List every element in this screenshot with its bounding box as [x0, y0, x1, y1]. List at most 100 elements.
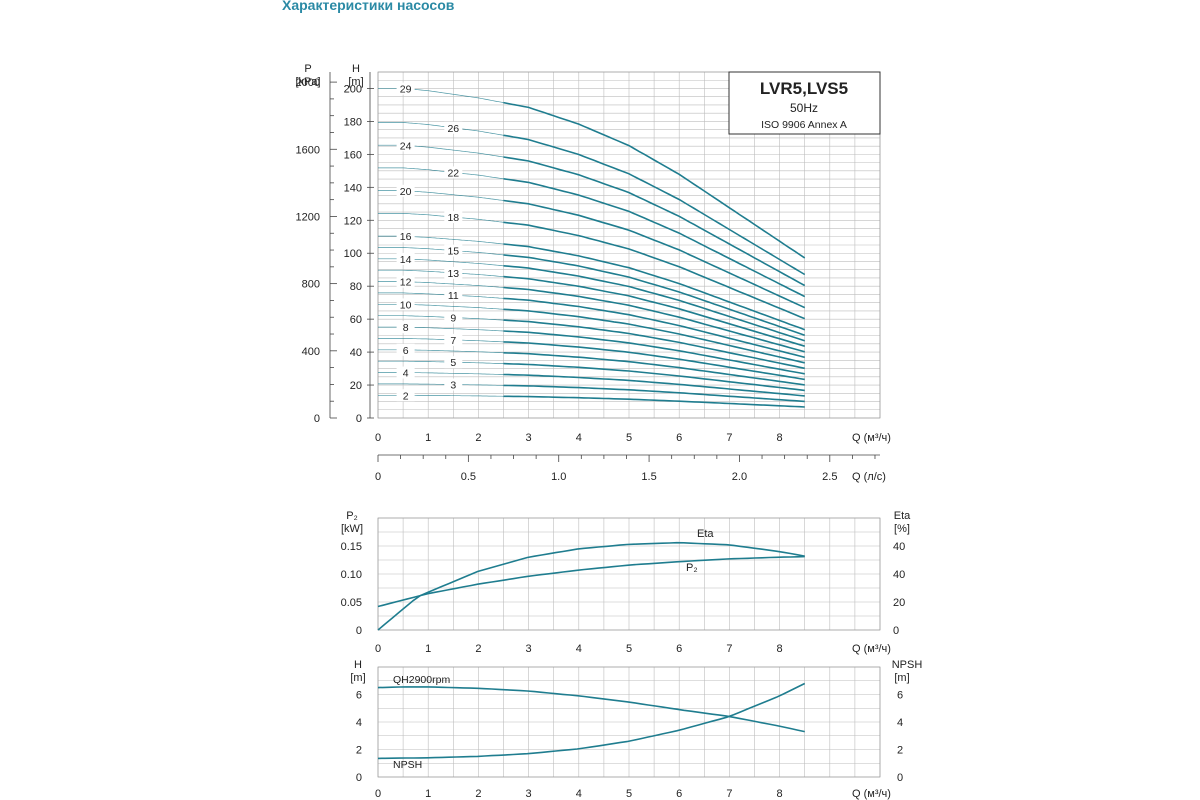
x2-tick-label: 1.5 [641, 471, 656, 483]
p-tick-label: 1200 [296, 211, 320, 223]
x-tick-label: 2 [475, 432, 481, 444]
stage-label: 10 [400, 299, 412, 311]
x-tick-label: 7 [726, 788, 732, 800]
stage-label-bg [396, 184, 415, 197]
y-left-axis-label: H [354, 659, 362, 671]
stage-label-bg [396, 252, 415, 265]
stage-label-bg [396, 275, 415, 288]
stage-curve-thin [378, 383, 504, 386]
chart-subtitle-freq: 50Hz [790, 101, 818, 115]
stage-label-bg [444, 166, 463, 179]
p-tick-label: 800 [302, 279, 320, 291]
p-tick-label: 2000 [296, 77, 320, 89]
y-right-axis-unit: [m] [894, 672, 909, 684]
stage-label-bg [444, 311, 463, 324]
stage-label: 7 [450, 335, 456, 347]
x-tick-label: 3 [526, 643, 532, 655]
x2-tick-label: 1.0 [551, 471, 566, 483]
x2-tick-label: 0.5 [461, 471, 476, 483]
y-right-axis-label: Eta [894, 510, 911, 522]
x2-tick-label: 2.0 [732, 471, 747, 483]
x-tick-label: 4 [576, 788, 582, 800]
stage-label-bg [396, 139, 415, 152]
y-right-tick-label: 0 [897, 772, 903, 784]
p-axis-label: P [304, 63, 311, 75]
plot-frame [377, 517, 881, 631]
x-tick-label: 4 [576, 432, 582, 444]
bot-grid [377, 666, 881, 778]
stage-label: 2 [403, 390, 409, 402]
y-right-tick-label: 20 [893, 597, 905, 609]
stage-label-bg [444, 289, 463, 302]
stage-label: 24 [400, 140, 412, 152]
stage-curve [503, 341, 805, 381]
stage-curve [503, 178, 806, 298]
x-tick-label: 0 [375, 788, 381, 800]
y-left-tick-label: 0 [356, 625, 362, 637]
plot-frame [377, 666, 881, 778]
y-tick-label: 200 [344, 83, 362, 95]
stage-curve-thin [378, 213, 504, 223]
stage-curve [503, 156, 806, 287]
x-tick-label: 3 [526, 432, 532, 444]
x-tick-label: 6 [676, 643, 682, 655]
y-tick-label: 100 [344, 248, 362, 260]
y-left-tick-label: 0 [356, 772, 362, 784]
series-line-npsh [377, 682, 806, 760]
stage-label: 6 [403, 345, 409, 357]
x-tick-label: 8 [777, 432, 783, 444]
y-right-tick-label: 0 [893, 625, 899, 637]
y-tick-label: 160 [344, 149, 362, 161]
legend-box [728, 71, 881, 135]
stage-label: 20 [400, 186, 412, 198]
stage-curve-thin [378, 338, 504, 343]
stage-curve [503, 243, 805, 331]
x-tick-label: 3 [526, 788, 532, 800]
stage-label-bg [396, 82, 415, 95]
stage-label-bg [444, 333, 463, 346]
series-label-p2: P₂ [686, 562, 698, 574]
x2-axis-label: Q (л/с) [852, 471, 886, 483]
stage-label-bg [396, 298, 415, 311]
x-tick-label: 5 [626, 643, 632, 655]
chart-title: LVR5,LVS5 [760, 79, 848, 98]
x-axis-label: Q (м³/ч) [852, 432, 891, 444]
x-tick-label: 2 [475, 788, 481, 800]
x-tick-label: 7 [726, 643, 732, 655]
stage-label: 12 [400, 277, 412, 289]
stage-curve [503, 395, 805, 408]
stage-curve [503, 286, 805, 353]
stage-label: 11 [448, 290, 459, 302]
stage-label-bg [444, 244, 463, 257]
y-left-axis-unit: [kW] [341, 523, 363, 535]
series-line-qh [377, 686, 805, 733]
p-tick-label: 1600 [296, 144, 320, 156]
stage-label: 14 [400, 254, 412, 266]
series-label-eta: Eta [697, 528, 714, 540]
series-line-eta [377, 541, 805, 631]
y-right-tick-label: 6 [897, 690, 903, 702]
stage-curve [503, 134, 806, 276]
stage-label: 15 [447, 246, 459, 258]
y-tick-label: 140 [344, 182, 362, 194]
stage-label: 5 [450, 357, 456, 369]
x-tick-label: 1 [425, 643, 431, 655]
stage-curve [503, 352, 805, 386]
stage-label-bg [444, 378, 463, 391]
x-tick-label: 6 [676, 432, 682, 444]
x-tick-label: 2 [475, 643, 481, 655]
x-tick-label: 0 [375, 643, 381, 655]
stage-curve [503, 254, 805, 336]
y-axis-unit: [m] [348, 76, 363, 88]
p-axis-unit: [kPa] [295, 76, 320, 88]
stage-curve [503, 265, 805, 342]
stage-label-bg [396, 366, 415, 379]
y-right-tick-label: 40 [893, 569, 905, 581]
stage-curve [503, 362, 805, 392]
y-tick-label: 40 [350, 347, 362, 359]
series-label-npsh: NPSH [393, 759, 422, 771]
stage-curve [503, 275, 805, 347]
y-right-axis-unit: [%] [894, 523, 910, 535]
x-tick-label: 8 [777, 788, 783, 800]
